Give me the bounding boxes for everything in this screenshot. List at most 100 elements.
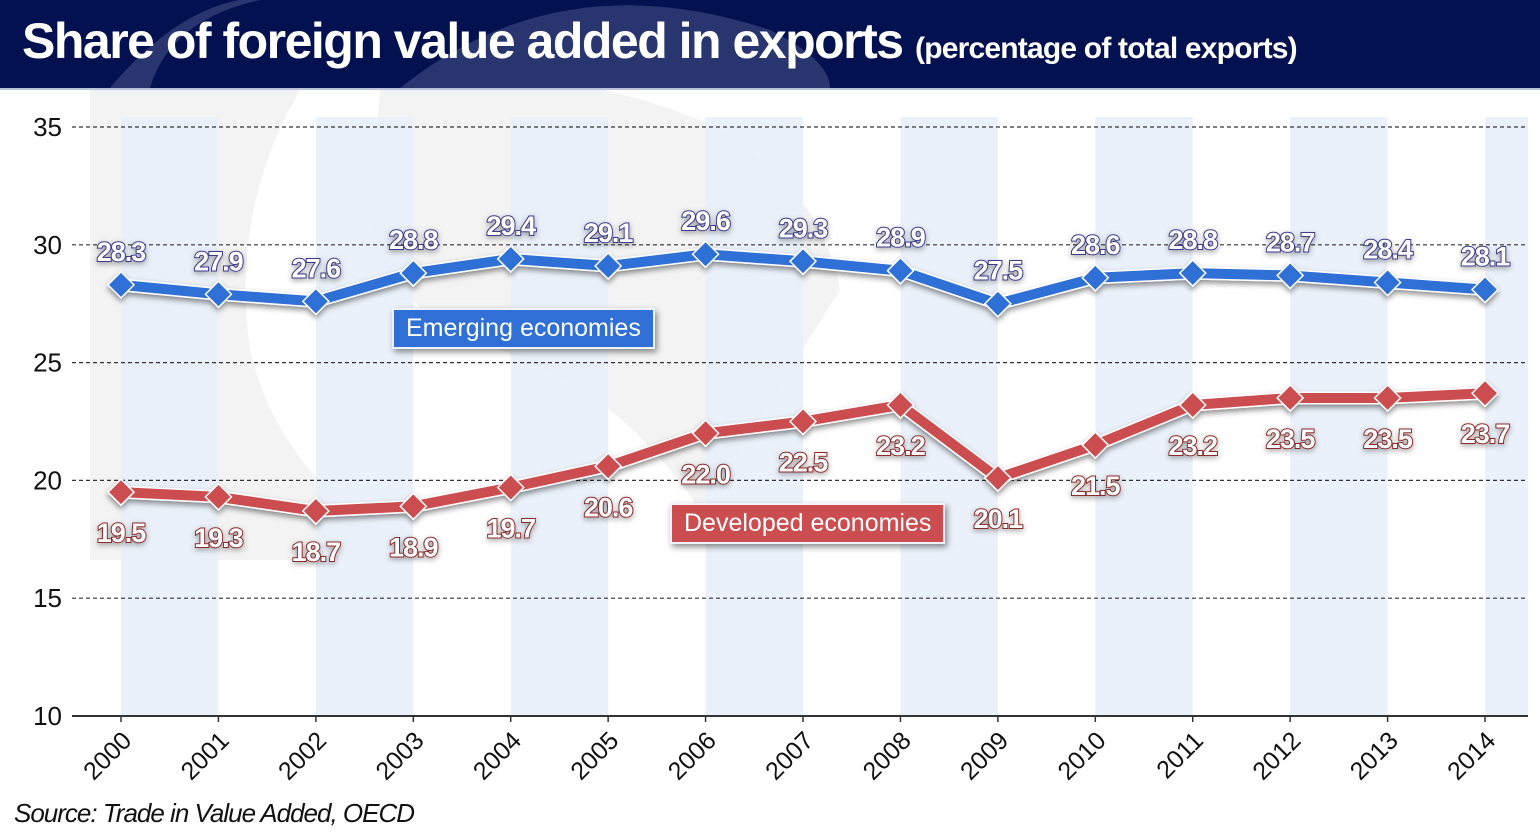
- data-label: 27.5: [974, 256, 1024, 286]
- data-label: 28.8: [389, 225, 439, 255]
- chart-title: Share of foreign value added in exports …: [22, 12, 1298, 70]
- x-tick-label: 2012: [1247, 726, 1306, 785]
- data-label: 21.5: [1071, 471, 1121, 501]
- data-label: 23.5: [1266, 424, 1316, 454]
- data-label: 28.8: [1168, 225, 1218, 255]
- data-label: 23.2: [876, 431, 925, 461]
- data-point-marker: [301, 496, 330, 526]
- y-tick-label: 20: [33, 465, 62, 495]
- y-tick-label: 15: [33, 583, 62, 613]
- x-tick-label: 2008: [858, 726, 917, 785]
- data-label: 22.5: [779, 448, 829, 478]
- data-point-marker: [204, 280, 233, 309]
- data-label: 19.5: [97, 518, 147, 548]
- legend-emerging-label: Emerging economies: [406, 314, 641, 342]
- header-watermark: [110, 0, 830, 88]
- data-point-marker: [496, 244, 525, 273]
- data-label: 23.5: [1363, 424, 1413, 454]
- column-band: [121, 117, 219, 716]
- data-point-marker: [399, 259, 428, 288]
- data-point-marker: [106, 270, 136, 299]
- data-point-marker: [399, 492, 428, 521]
- data-point-marker: [788, 247, 818, 276]
- x-tick-label: 2007: [760, 726, 819, 785]
- data-point-marker: [1276, 261, 1305, 290]
- data-label: 18.7: [292, 537, 341, 567]
- data-label: 27.9: [194, 246, 244, 276]
- x-axis: 2000 2001 2002 2003 2004 2005 2006 2007 2008 2009…: [72, 715, 1528, 786]
- data-label: 28.4: [1363, 234, 1413, 264]
- y-tick-label: 25: [33, 348, 62, 378]
- y-axis-ticks: 35 30 25 20 15 10: [33, 112, 62, 731]
- data-point-marker: [1373, 383, 1402, 413]
- data-label: 20.1: [974, 504, 1024, 534]
- x-tick-label: 2011: [1151, 726, 1209, 784]
- x-tick-label: 2001: [176, 726, 235, 785]
- data-point-marker: [1470, 275, 1500, 304]
- data-labels: 28.3 27.9 27.6 28.8 29.4 29.1 29.6 29.3 28.9 27.5…: [96, 205, 1513, 568]
- x-tick-label: 2006: [663, 726, 722, 785]
- x-tick-label: 2003: [370, 726, 429, 785]
- legend-developed-label: Developed economies: [684, 509, 932, 537]
- data-point-marker: [1081, 430, 1110, 460]
- column-bands: [121, 117, 1528, 716]
- data-point-marker: [1081, 263, 1110, 292]
- data-point-marker: [691, 419, 720, 448]
- x-tick-label: 2005: [565, 726, 624, 785]
- series-developed: [106, 379, 1500, 526]
- data-label: 28.6: [1071, 230, 1121, 260]
- column-band: [315, 117, 414, 716]
- data-label: 29.4: [486, 211, 536, 241]
- data-label: 18.9: [389, 532, 439, 562]
- series-layer: [106, 240, 1500, 526]
- data-label: 29.3: [779, 213, 829, 243]
- data-point-marker: [1178, 259, 1207, 288]
- x-tick-label: 2010: [1052, 726, 1111, 785]
- column-band: [1290, 117, 1388, 716]
- legend-developed-economies: Developed economies: [670, 503, 946, 544]
- data-point-marker: [1276, 383, 1305, 413]
- title-text: Share of foreign value added in exports: [22, 13, 904, 69]
- data-point-marker: [886, 256, 915, 285]
- data-point-marker: [301, 287, 330, 316]
- x-tick-label: 2000: [78, 726, 137, 785]
- y-tick-label: 10: [33, 701, 62, 731]
- chart-header: Share of foreign value added in exports …: [0, 0, 1540, 88]
- series-emerging: [106, 240, 1500, 318]
- data-label: 27.6: [292, 253, 342, 283]
- data-label: 19.3: [194, 523, 244, 553]
- data-point-marker: [106, 478, 136, 507]
- data-point-marker: [594, 251, 623, 281]
- x-tick-label: 2002: [273, 726, 332, 785]
- data-point-marker: [1178, 390, 1207, 420]
- data-point-marker: [983, 463, 1012, 493]
- data-label: 28.9: [876, 223, 926, 253]
- data-label: 22.0: [681, 459, 730, 489]
- y-tick-label: 30: [33, 230, 62, 260]
- x-tick-label: 2014: [1442, 726, 1501, 785]
- data-point-marker: [204, 482, 233, 511]
- gridlines: [72, 126, 1528, 599]
- data-point-marker: [691, 240, 720, 269]
- data-label: 20.6: [584, 492, 634, 522]
- data-label: 19.7: [486, 513, 535, 543]
- data-label: 23.7: [1461, 419, 1510, 449]
- data-point-marker: [496, 473, 525, 502]
- data-label: 28.7: [1266, 227, 1315, 257]
- data-label: 29.6: [681, 206, 731, 236]
- x-tick-label: 2009: [955, 726, 1014, 785]
- data-label: 29.1: [584, 218, 634, 248]
- x-tick-label: 2004: [468, 726, 527, 785]
- header-divider: [0, 88, 1540, 90]
- data-point-marker: [594, 452, 623, 481]
- data-label: 28.1: [1461, 242, 1511, 272]
- data-point-marker: [788, 407, 818, 436]
- legend-emerging-economies: Emerging economies: [392, 308, 655, 349]
- y-tick-label: 35: [33, 112, 62, 142]
- data-point-marker: [1373, 268, 1402, 297]
- x-tick-label: 2013: [1345, 726, 1404, 785]
- column-band: [510, 117, 609, 716]
- column-band: [1485, 117, 1528, 716]
- column-band: [705, 117, 804, 716]
